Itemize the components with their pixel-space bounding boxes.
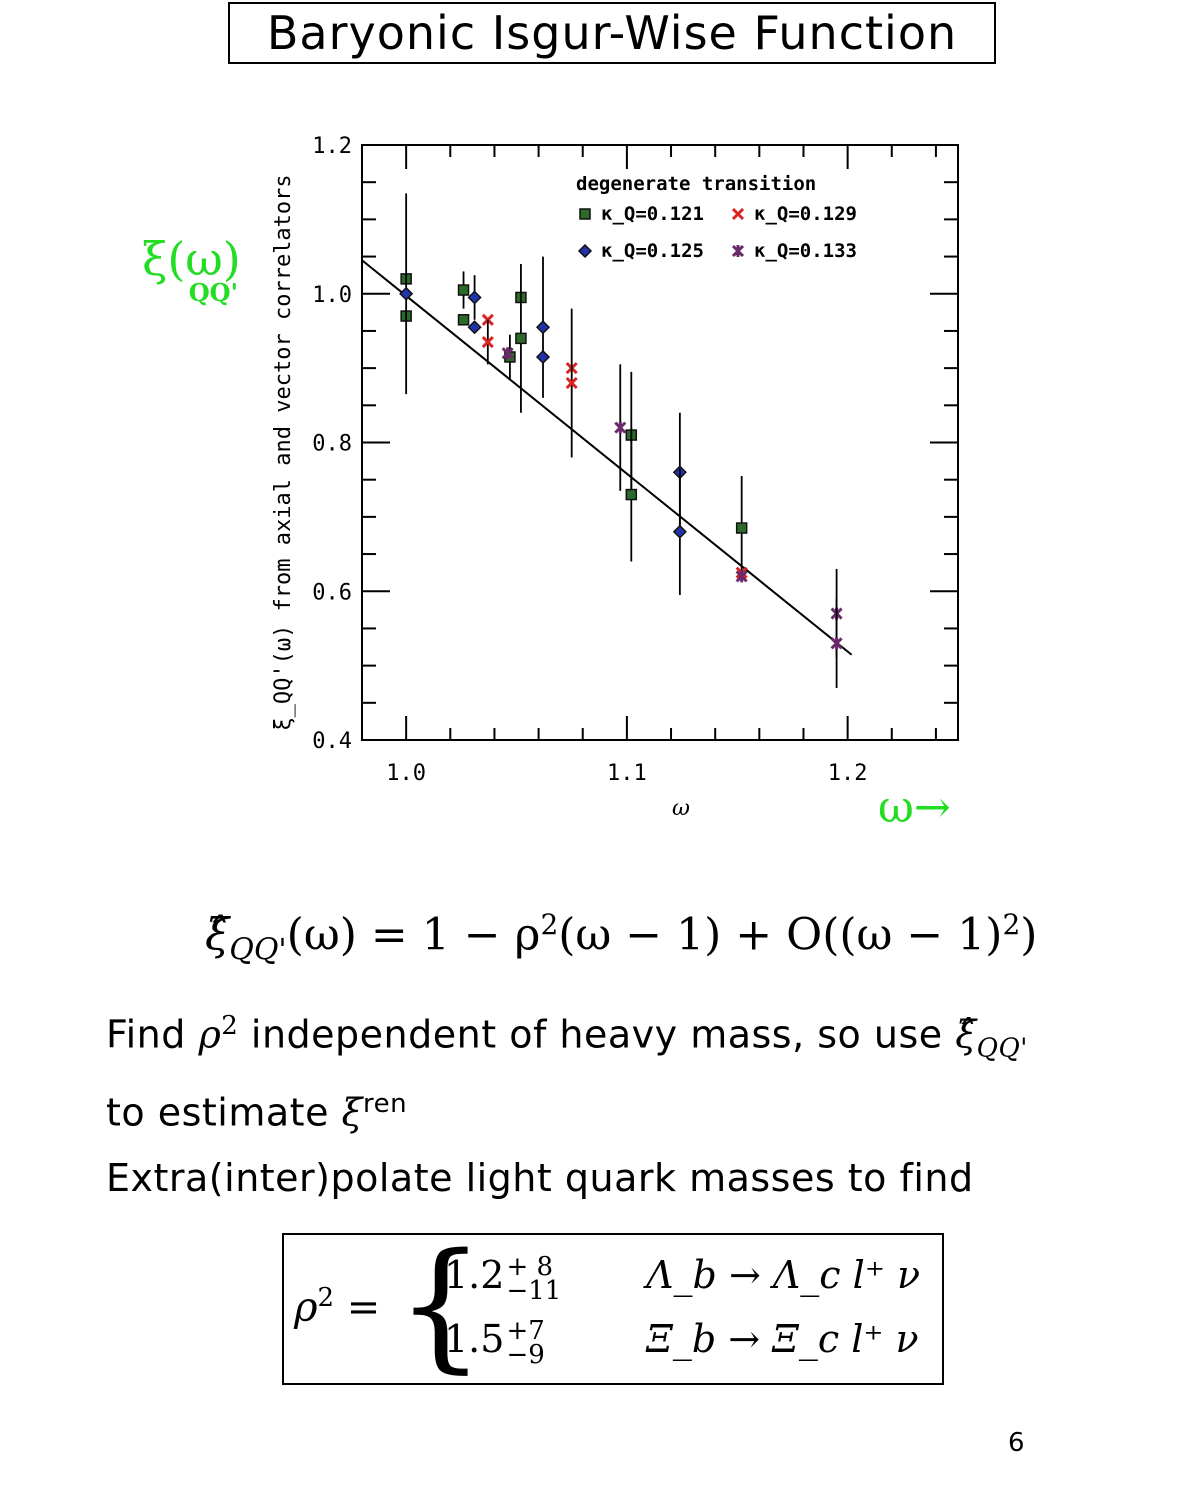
- line1-find: Find: [106, 1012, 199, 1057]
- legend-marker: [731, 244, 745, 258]
- legend-marker: [577, 243, 593, 259]
- handwritten-y-label: ξ(ω): [142, 232, 241, 286]
- y-tick-label: 0.4: [312, 729, 352, 754]
- case2-process: Ξ_b → Ξ_c l⁺ ν: [646, 1317, 919, 1361]
- formula-mid: (ω − 1) + O((ω − 1): [558, 909, 1003, 961]
- data-point: [399, 286, 414, 301]
- result-equals: =: [334, 1284, 381, 1331]
- x-tick-label: 1.1: [607, 761, 647, 786]
- result-case-xi: 1.5 +7 −9 Ξ_b → Ξ_c l⁺ ν: [444, 1315, 919, 1370]
- data-point: [625, 488, 638, 501]
- data-point: [535, 349, 551, 365]
- line1-rest: independent of heavy mass, so use: [238, 1012, 956, 1057]
- fit-line: [361, 259, 853, 656]
- legend-entry: κ_Q=0.133: [754, 240, 857, 262]
- x-tick-label: 1.0: [386, 761, 426, 786]
- result-lhs: ρ2 =: [294, 1283, 380, 1330]
- data-point: [481, 336, 494, 349]
- case1-process: Λ_b → Λ_c l⁺ ν: [646, 1253, 921, 1297]
- formula-body: (ω) = 1 − ρ: [286, 909, 541, 961]
- formula-square-power: 2: [1002, 908, 1021, 941]
- handwritten-y-subscript: QQ': [188, 278, 238, 308]
- result-rho: ρ: [294, 1284, 318, 1331]
- case2-minus: −9: [506, 1339, 545, 1370]
- y-tick-label: 0.6: [312, 580, 352, 605]
- formula-xi-hat: ξ̂: [205, 909, 230, 961]
- handwritten-y-annotation: ξ(ω)QQ': [142, 232, 290, 307]
- line1-xi-sub: QQ': [976, 1033, 1028, 1064]
- line1-rho-sup: 2: [221, 1011, 239, 1041]
- explanation-line-1: Find ρ2 independent of heavy mass, so us…: [106, 998, 1028, 1076]
- handwritten-x-annotation: ω→: [878, 782, 951, 833]
- legend-entry: κ_Q=0.121: [601, 203, 704, 225]
- y-tick-label: 1.0: [312, 283, 352, 308]
- case2-plus: +7: [506, 1315, 545, 1346]
- line1-xi: ξ̂: [955, 1012, 977, 1057]
- line2-xi: ξ: [341, 1090, 363, 1135]
- data-point: [535, 320, 551, 335]
- isgur-wise-chart: 1.0 1.1 1.2 0.4 0.6 0.8 1.0 1.2 ω ξ_QQ'(ω) from a…: [271, 134, 959, 821]
- formula-end: ): [1020, 909, 1038, 961]
- data-point: [735, 522, 748, 534]
- legend-entry: κ_Q=0.129: [754, 203, 857, 225]
- line1-rho: ρ: [198, 1012, 222, 1057]
- data-point: [467, 290, 482, 305]
- data-point: [457, 284, 470, 296]
- page-title: Baryonic Isgur-Wise Function: [228, 2, 996, 64]
- legend-marker: [579, 208, 591, 220]
- extrapolate-text: Extra(inter)polate light quark masses to…: [106, 1156, 974, 1200]
- formula-xi-subscript: QQ': [229, 932, 287, 968]
- explanation-text: Find ρ2 independent of heavy mass, so us…: [106, 998, 1028, 1141]
- expansion-formula: ξ̂QQ'(ω) = 1 − ρ2(ω − 1) + O((ω − 1)2): [205, 908, 1037, 967]
- page-number: 6: [1008, 1428, 1025, 1458]
- data-point: [565, 376, 578, 390]
- case2-value: 1.5: [444, 1317, 505, 1361]
- plot-frame: [361, 144, 959, 741]
- y-tick-label: 0.8: [312, 432, 352, 457]
- case1-plus: + 8: [506, 1251, 554, 1282]
- data-point: [481, 313, 494, 326]
- data-point: [830, 637, 843, 650]
- legend-marker: [731, 207, 745, 221]
- result-case-lambda: 1.2 + 8 −11 Λ_b → Λ_c l⁺ ν: [444, 1251, 921, 1306]
- formula-rho-power: 2: [540, 908, 559, 941]
- data-point: [672, 524, 687, 539]
- line2-xi-sup: ren: [362, 1089, 408, 1120]
- x-tick-label: 1.2: [828, 761, 868, 786]
- data-point: [735, 570, 748, 583]
- data-point: [501, 347, 514, 360]
- case1-value: 1.2: [444, 1253, 505, 1297]
- data-point: [614, 421, 627, 434]
- line2-to-estimate: to estimate: [106, 1090, 342, 1135]
- explanation-line-2: to estimate ξren: [106, 1076, 1028, 1141]
- legend-entry: κ_Q=0.125: [601, 240, 704, 262]
- result-rho-sup: 2: [317, 1283, 335, 1313]
- y-tick-label: 1.2: [312, 134, 352, 159]
- result-box: ρ2 = { 1.2 + 8 −11 Λ_b → Λ_c l⁺ ν 1.5 +7 −9 …: [282, 1224, 944, 1387]
- legend-title: degenerate transition: [576, 173, 816, 195]
- case1-minus: −11: [506, 1275, 562, 1306]
- left-brace: {: [396, 1224, 486, 1387]
- data-point: [467, 320, 482, 335]
- data-point: [457, 314, 470, 326]
- y-axis-label: ξ_QQ'(ω) from axial and vector correlato…: [271, 174, 296, 730]
- data-point: [515, 332, 527, 345]
- x-axis-label: ω: [672, 796, 690, 821]
